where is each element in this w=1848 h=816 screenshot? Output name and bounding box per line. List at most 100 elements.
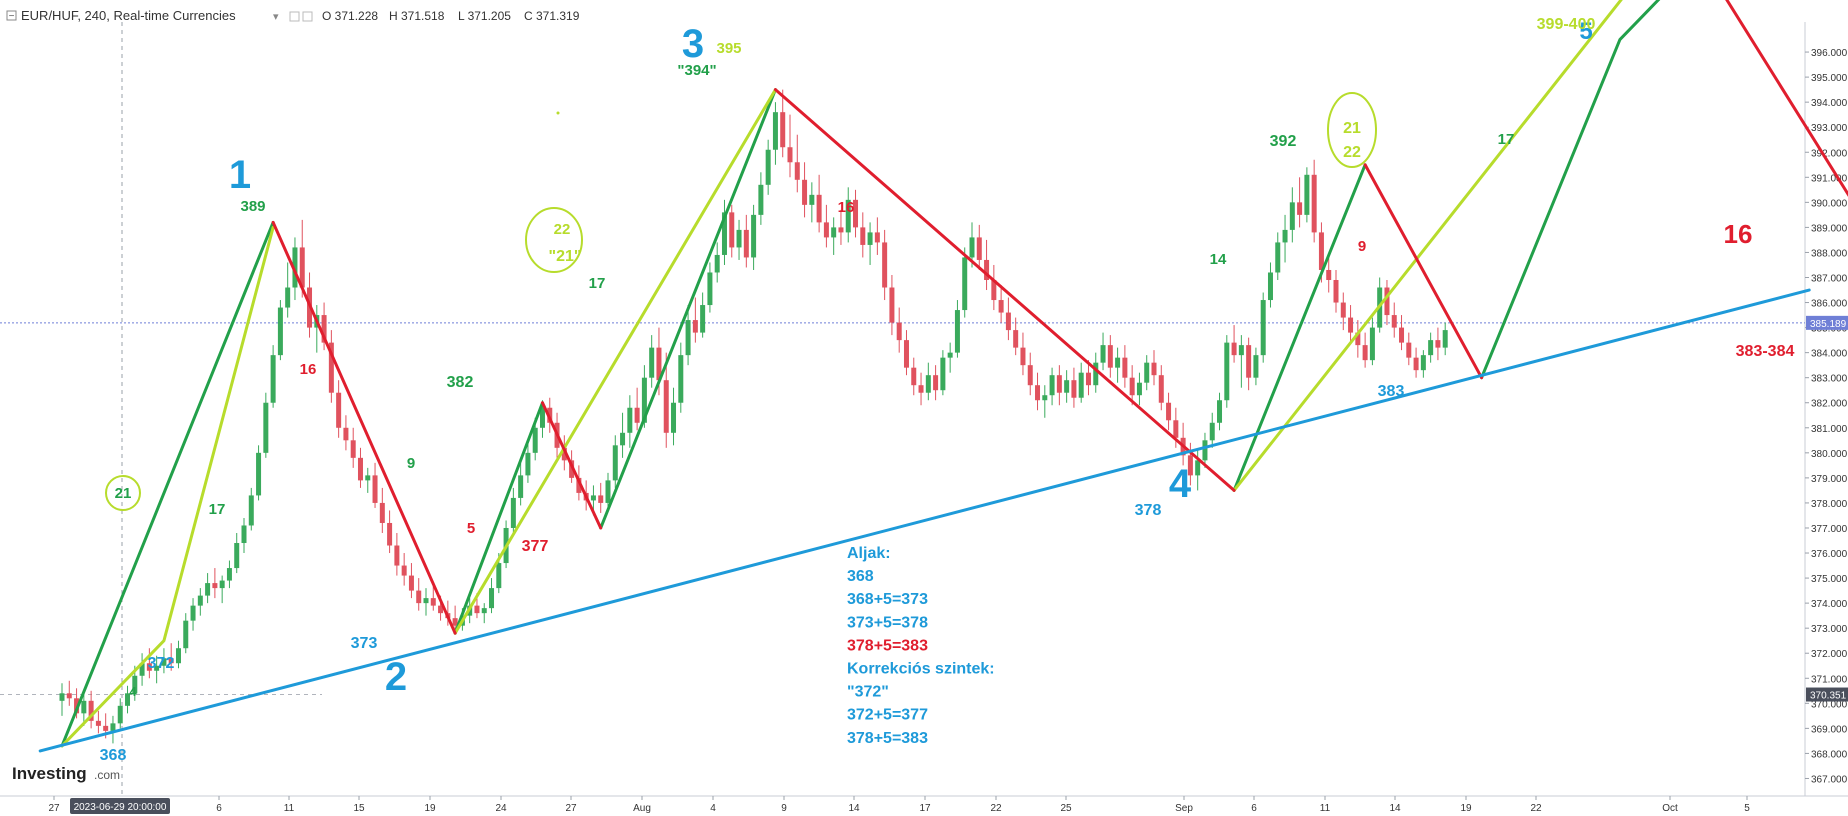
time-tick-label: 6: [1251, 803, 1257, 814]
candle-down: [853, 199, 859, 228]
candle-down: [372, 475, 378, 503]
candle-down: [66, 693, 72, 699]
collapse-toggle[interactable]: [6, 10, 17, 21]
candle-down: [911, 367, 917, 386]
annotation-label: 16: [1724, 219, 1753, 249]
green-wave-line: [599, 88, 777, 530]
candle-down: [430, 598, 436, 606]
candle-up: [81, 700, 87, 714]
candle-down: [933, 375, 939, 391]
candle-down: [984, 259, 990, 280]
annotation-label: 17: [1498, 131, 1515, 148]
candle-up: [525, 452, 531, 476]
candle-down: [1399, 327, 1405, 343]
candle-down: [387, 522, 393, 546]
candle-up: [190, 605, 196, 621]
price-tick-label: 396.000: [1811, 48, 1848, 59]
candle-down: [168, 658, 174, 664]
candle-up: [925, 375, 931, 393]
annotation-label: 22: [554, 221, 571, 238]
candle-up: [365, 475, 371, 481]
time-axis: 27 6 11 15 19 24 27 Aug 4 9 14 17 22 25 Sep 6 11 14 19 22 Oc…: [48, 796, 1750, 814]
price-tick-label: 387.000: [1811, 273, 1848, 284]
candle-up: [612, 445, 618, 481]
candle-up: [671, 402, 677, 433]
candle-up: [1217, 400, 1223, 423]
candle-up: [969, 237, 975, 258]
time-tick-label: 22: [990, 803, 1002, 814]
candle-down: [991, 280, 997, 301]
candle-up: [1304, 174, 1310, 215]
candle-up: [954, 310, 960, 353]
annotation-label: "394": [677, 62, 716, 79]
candle-down: [576, 477, 582, 493]
candle-down: [656, 347, 662, 381]
candle-down: [103, 725, 109, 731]
annotation-label: 22: [1343, 144, 1361, 161]
price-tick-label: 388.000: [1811, 248, 1848, 259]
time-tick-label: 4: [710, 803, 716, 814]
price-tick-label: 395.000: [1811, 73, 1848, 84]
candle-up: [197, 595, 203, 606]
time-tick-label: 14: [848, 803, 860, 814]
note-line: 368+5=373: [847, 591, 928, 608]
candle-down: [95, 720, 101, 726]
candle-up: [154, 665, 160, 671]
time-tick-label: Oct: [1662, 803, 1678, 814]
candle-down: [394, 545, 400, 566]
candle-up: [940, 357, 946, 391]
candle-up: [1275, 242, 1281, 273]
price-marker-label: 385.189: [1810, 319, 1847, 330]
candle-up: [518, 475, 524, 498]
menu-chevron-icon[interactable]: ▾: [273, 11, 279, 23]
price-marker-label: 370.351: [1810, 691, 1847, 702]
candle-down: [1056, 375, 1062, 393]
candle-down: [918, 385, 924, 393]
candle-up: [736, 229, 742, 248]
candle-up: [685, 320, 691, 356]
annotation-label: 4: [129, 684, 137, 699]
candle-down: [343, 427, 349, 441]
settings-toggle-icon[interactable]: [302, 11, 313, 22]
price-tick-label: 391.000: [1811, 173, 1848, 184]
candle-up: [1253, 355, 1259, 378]
price-tick-label: 370.000: [1811, 699, 1848, 710]
annotation-label: 16: [300, 361, 317, 378]
candle-down: [976, 237, 982, 260]
candle-down: [889, 287, 895, 323]
candle-down: [1129, 377, 1135, 396]
note-line: 378+5=383: [847, 637, 928, 654]
eye-toggle-icon[interactable]: [289, 11, 300, 22]
price-tick-label: 381.000: [1811, 424, 1848, 435]
candle-up: [1428, 340, 1434, 356]
candle-down: [729, 212, 735, 248]
price-tick-label: 368.000: [1811, 749, 1848, 760]
candle-up: [641, 377, 647, 423]
candle-up: [234, 543, 240, 569]
candle-up: [707, 272, 713, 306]
candle-up: [831, 227, 837, 238]
candle-up: [947, 352, 953, 358]
red-wave-line: [540, 401, 603, 530]
price-tick-label: 390.000: [1811, 198, 1848, 209]
candle-down: [1107, 345, 1113, 368]
candle-down: [438, 605, 444, 614]
price-tick-label: 380.000: [1811, 449, 1848, 460]
green-wave-line: [1480, 0, 1661, 380]
candle-down: [350, 440, 356, 458]
price-tick-label: 389.000: [1811, 223, 1848, 234]
candle-up: [721, 212, 727, 255]
time-tick-label: Aug: [633, 803, 651, 814]
green-wave-line: [1232, 163, 1367, 492]
wave-count-label: 1: [229, 153, 251, 197]
candle-up: [1202, 440, 1208, 461]
annotation-label: 373: [351, 635, 378, 652]
candle-down: [452, 618, 458, 626]
candle-down: [357, 457, 363, 481]
candle-up: [1115, 357, 1121, 368]
ohlc-open: O 371.228: [322, 9, 378, 23]
annotation-label: 17: [209, 501, 226, 518]
candle-up: [809, 194, 815, 205]
candle-up: [132, 675, 138, 694]
